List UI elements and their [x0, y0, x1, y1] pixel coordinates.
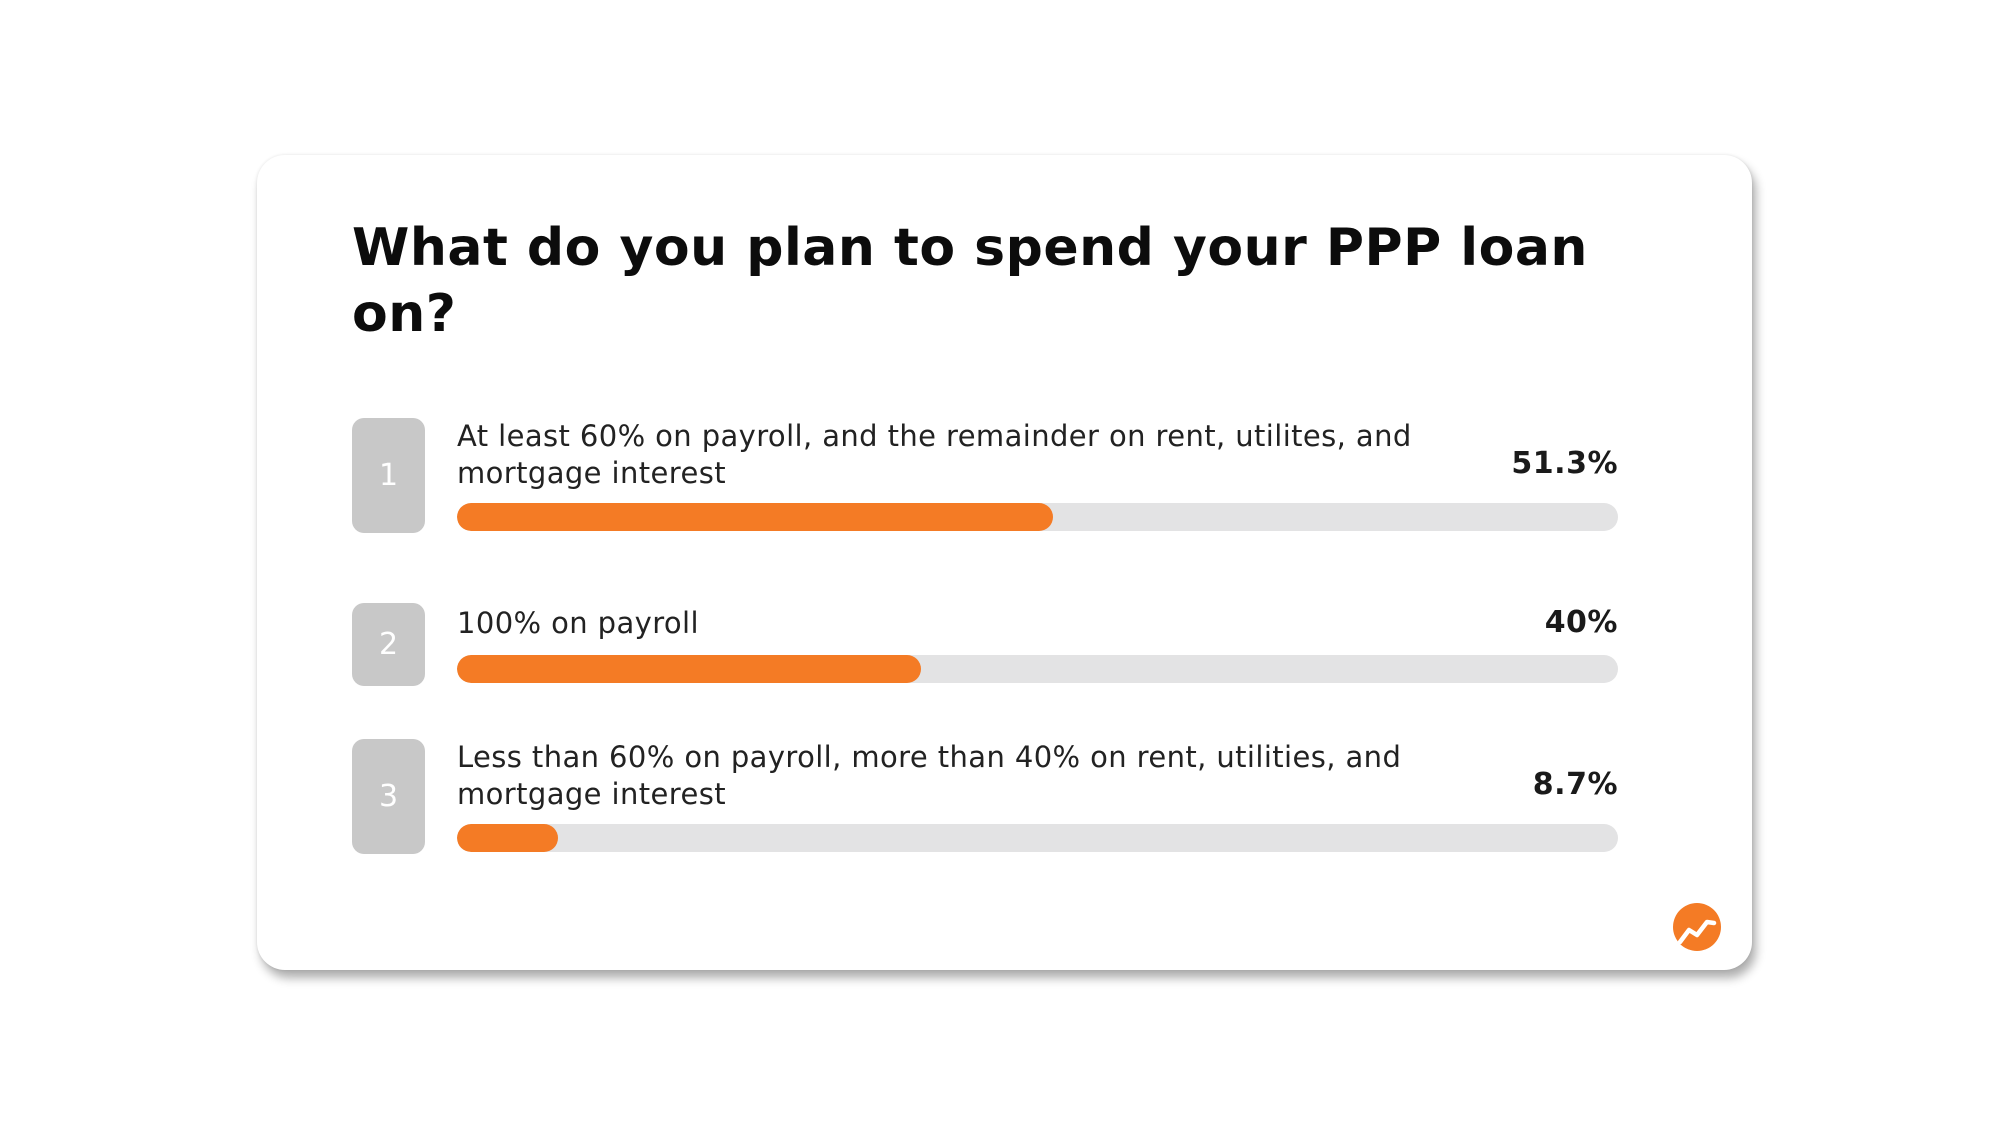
poll-card: What do you plan to spend your PPP loan …: [257, 155, 1752, 970]
bar-2: [457, 655, 922, 683]
category-label-2: 100% on payroll: [457, 606, 699, 640]
value-label-2: 40%: [1544, 605, 1618, 640]
bar-row-1: 1 At least 60% on payroll, and the remai…: [352, 418, 1618, 533]
rank-badge-1: 1: [352, 418, 425, 533]
rank-badge-3: 3: [352, 739, 425, 854]
category-label-3: Less than 60% on payroll, more than 40% …: [457, 740, 1402, 811]
bar-track-3: [457, 824, 1618, 852]
bar-row-2: 2 100% on payroll 40%: [352, 603, 1618, 686]
rank-badge-2: 2: [352, 603, 425, 686]
category-label-1: At least 60% on payroll, and the remaind…: [457, 419, 1412, 490]
bar-track-1: [457, 503, 1618, 531]
value-label-1: 51.3%: [1511, 446, 1618, 481]
bar-1: [457, 503, 1053, 531]
bar-row-3: 3 Less than 60% on payroll, more than 40…: [352, 739, 1618, 854]
chart-title: What do you plan to spend your PPP loan …: [352, 218, 1588, 344]
trend-up-icon: [1673, 903, 1721, 951]
value-label-3: 8.7%: [1532, 767, 1618, 802]
bar-3: [457, 824, 558, 852]
bar-track-2: [457, 655, 1618, 683]
